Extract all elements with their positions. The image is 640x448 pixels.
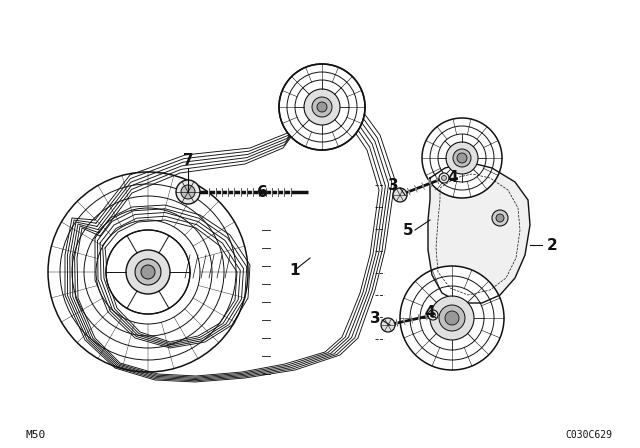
Circle shape xyxy=(317,102,327,112)
Circle shape xyxy=(181,185,195,199)
Circle shape xyxy=(400,266,504,370)
Text: 6: 6 xyxy=(257,185,268,199)
Text: 3: 3 xyxy=(388,177,398,193)
Circle shape xyxy=(442,176,447,181)
Text: M50: M50 xyxy=(25,430,45,440)
Text: C030C629: C030C629 xyxy=(565,430,612,440)
Text: 3: 3 xyxy=(370,310,380,326)
Circle shape xyxy=(176,180,200,204)
Text: 5: 5 xyxy=(403,223,413,237)
Circle shape xyxy=(446,142,478,174)
Circle shape xyxy=(445,311,459,325)
Circle shape xyxy=(496,214,504,222)
Circle shape xyxy=(431,313,435,318)
Polygon shape xyxy=(428,162,530,303)
Circle shape xyxy=(453,149,471,167)
Circle shape xyxy=(135,259,161,285)
Circle shape xyxy=(457,153,467,163)
Text: 7: 7 xyxy=(182,152,193,168)
Text: 4: 4 xyxy=(425,305,435,319)
Circle shape xyxy=(126,250,170,294)
Circle shape xyxy=(279,64,365,150)
Circle shape xyxy=(492,210,508,226)
Circle shape xyxy=(304,89,340,125)
Circle shape xyxy=(439,173,449,183)
Circle shape xyxy=(428,310,438,320)
Circle shape xyxy=(393,188,407,202)
Circle shape xyxy=(430,296,474,340)
Circle shape xyxy=(141,265,155,279)
Text: 4: 4 xyxy=(448,169,458,185)
Circle shape xyxy=(312,97,332,117)
Circle shape xyxy=(106,230,190,314)
Circle shape xyxy=(422,118,502,198)
Circle shape xyxy=(381,318,395,332)
Circle shape xyxy=(439,305,465,331)
Text: 1: 1 xyxy=(290,263,300,277)
Text: 2: 2 xyxy=(547,237,557,253)
